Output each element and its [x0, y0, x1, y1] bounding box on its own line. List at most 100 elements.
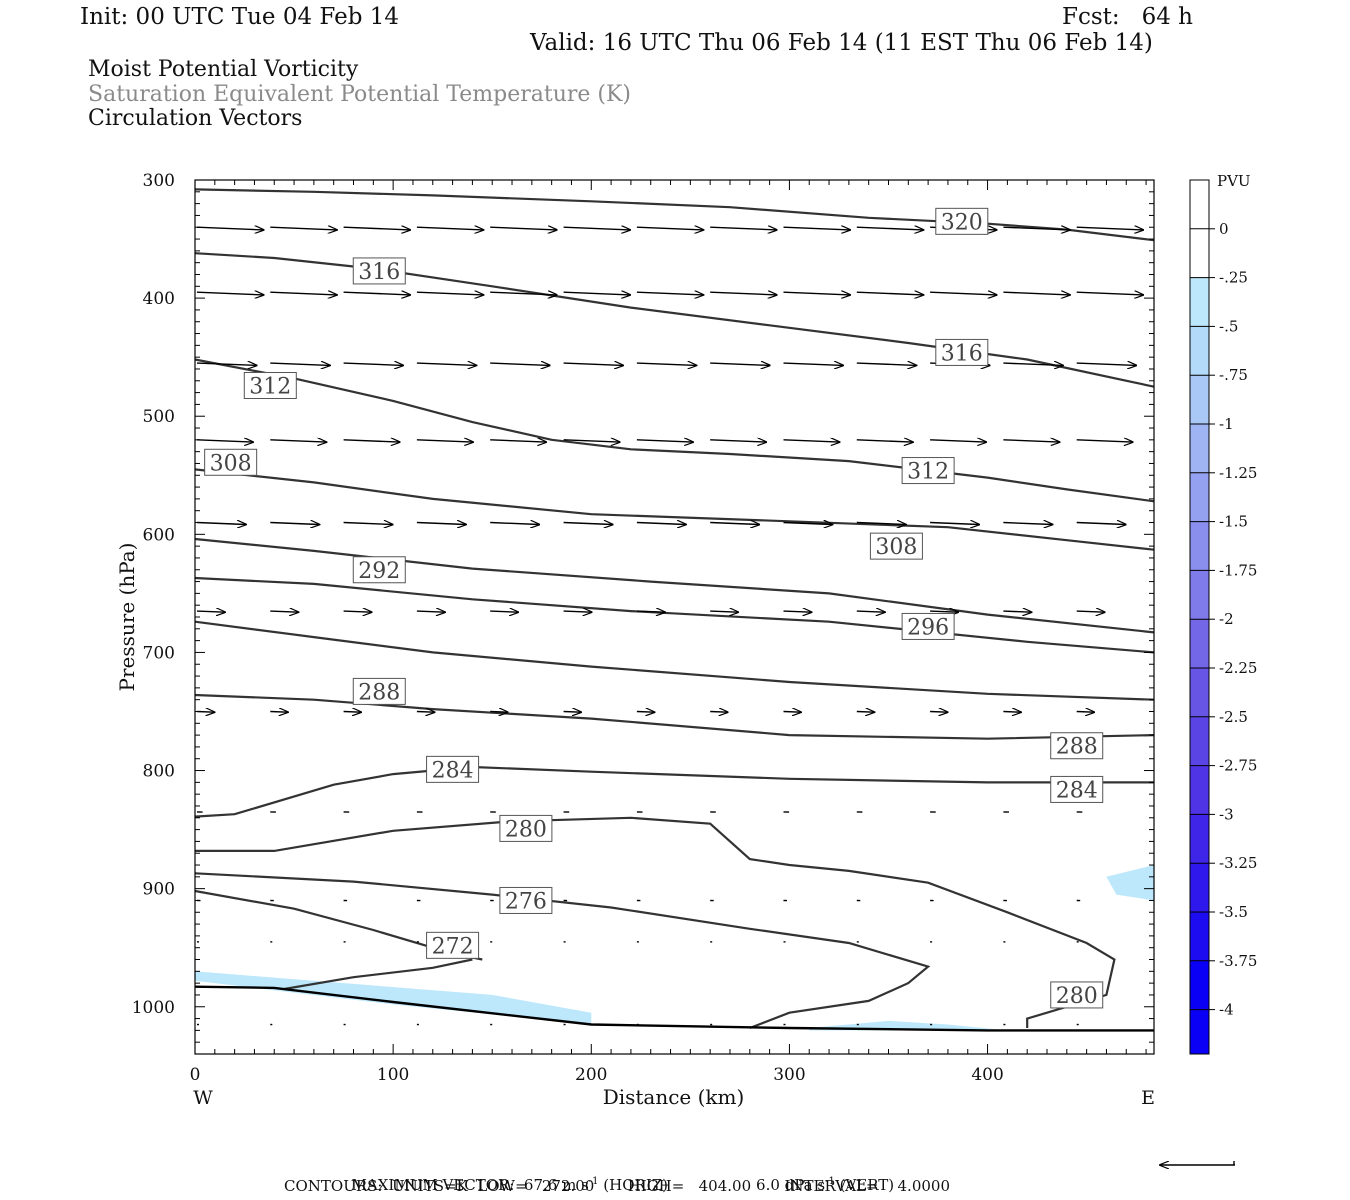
circulation-vector — [1076, 440, 1133, 442]
circulation-vector — [710, 227, 777, 230]
contour-label: 276 — [505, 889, 547, 914]
colorbar-segment — [1190, 228, 1209, 278]
circulation-vector — [416, 292, 484, 295]
circulation-vector — [930, 712, 948, 713]
circulation-vector — [783, 227, 851, 230]
contour-label: 284 — [1056, 778, 1098, 803]
x-tick-label: 300 — [773, 1065, 805, 1085]
circulation-vector — [490, 292, 557, 295]
circulation-vector — [1076, 227, 1144, 230]
colorbar-segment — [1190, 716, 1209, 766]
colorbar-tick-label: -1.5 — [1219, 513, 1248, 531]
contour-label-box — [1050, 732, 1104, 760]
circulation-vector — [490, 523, 539, 525]
circulation-vector — [270, 292, 337, 295]
circulation-vector — [636, 363, 697, 365]
contour-label: 316 — [358, 260, 400, 285]
max-vector-vert: 6.0 dPa s — [756, 1176, 826, 1194]
contour-label: 296 — [907, 615, 949, 640]
circulation-vector — [343, 440, 400, 442]
colorbar-segment — [1190, 570, 1209, 620]
circulation-vector — [930, 611, 958, 612]
circulation-vector — [416, 712, 435, 713]
circulation-vector — [270, 712, 288, 713]
circulation-vector — [416, 440, 473, 442]
pv-shade-region — [1106, 865, 1154, 901]
circulation-vector — [1076, 611, 1105, 612]
contour-label: 316 — [941, 341, 983, 366]
circulation-vector — [1003, 440, 1059, 442]
circulation-vector — [343, 363, 404, 365]
contour-label-box — [935, 338, 989, 366]
circulation-vector — [270, 611, 298, 612]
colorbar-segment — [1190, 277, 1209, 327]
circulation-vector — [196, 440, 253, 442]
circulation-vector — [563, 523, 613, 525]
circulation-vector — [1003, 363, 1063, 365]
colorbar-tick-label: -.5 — [1219, 317, 1238, 335]
circulation-vector — [783, 292, 851, 295]
circulation-vector — [563, 611, 592, 612]
colorbar-tick-label: -1.25 — [1219, 464, 1257, 482]
circulation-vector — [783, 712, 802, 713]
circulation-vector — [343, 227, 411, 230]
circulation-vector — [270, 523, 319, 525]
circulation-vector — [783, 440, 840, 442]
circulation-vector — [343, 523, 393, 525]
circulation-vector — [563, 440, 620, 442]
pv-shading-layer — [195, 865, 1154, 1031]
y-tick-label: 1000 — [132, 998, 175, 1018]
circulation-vector — [636, 292, 704, 295]
circulation-vector — [343, 611, 372, 612]
colorbar-tick-label: -.25 — [1219, 269, 1248, 287]
max-vector-horiz: MAXIMUM VECTOR: 67.6 m s — [351, 1176, 589, 1194]
colorbar-segment — [1190, 521, 1209, 571]
circulation-vector — [636, 712, 655, 713]
colorbar-tick-label: -3.75 — [1219, 952, 1257, 970]
circulation-vector — [563, 292, 631, 295]
theta-es-contour-296 — [194, 620, 1155, 701]
circulation-vector — [636, 523, 686, 525]
circulation-vector — [710, 523, 759, 525]
circulation-vector — [1076, 523, 1126, 525]
contour-label: 288 — [358, 680, 400, 705]
circulation-vector — [856, 227, 924, 230]
colorbar-segment — [1190, 1009, 1209, 1054]
circulation-vector — [636, 611, 665, 612]
colorbar-tick-label: -3.25 — [1219, 854, 1257, 872]
circulation-vector — [270, 440, 326, 442]
circulation-vector — [856, 611, 885, 612]
field-title-pv: Moist Potential Vorticity — [88, 57, 359, 82]
circulation-vector — [343, 292, 411, 295]
circulation-vector — [416, 523, 466, 525]
circulation-vector — [196, 227, 264, 230]
colorbar-segment — [1190, 375, 1209, 424]
circulation-vector — [710, 292, 777, 295]
east-label: E — [1141, 1087, 1155, 1109]
colorbar-segment — [1190, 326, 1209, 376]
x-tick-label: 200 — [575, 1065, 607, 1085]
circulation-vector — [1076, 363, 1137, 365]
circulation-vector — [343, 712, 362, 713]
colorbar-tick-label: -2.5 — [1219, 708, 1248, 726]
circulation-vector — [710, 440, 766, 442]
circulation-vector — [196, 523, 246, 525]
circulation-vector — [783, 611, 812, 612]
circulation-vector — [1003, 227, 1070, 230]
colorbar-segment — [1190, 960, 1209, 1010]
x-tick-label: 100 — [377, 1065, 409, 1085]
y-tick-label: 400 — [143, 289, 175, 309]
contour-label-box — [204, 448, 258, 476]
contour-label-box — [352, 556, 406, 584]
contour-label: 320 — [941, 210, 983, 235]
contour-label: 288 — [1056, 735, 1098, 760]
circulation-vector — [930, 292, 997, 295]
y-tick-label: 500 — [143, 407, 175, 427]
contour-label: 312 — [249, 375, 291, 400]
colorbar-segment — [1190, 668, 1209, 717]
circulation-vector — [856, 440, 913, 442]
forecast-hour: Fcst: 64 h — [1062, 4, 1193, 30]
x-axis-title: Distance (km) — [603, 1085, 745, 1109]
circulation-vector — [710, 363, 770, 365]
valid-time: Valid: 16 UTC Thu 06 Feb 14 (11 EST Thu … — [530, 30, 1153, 56]
